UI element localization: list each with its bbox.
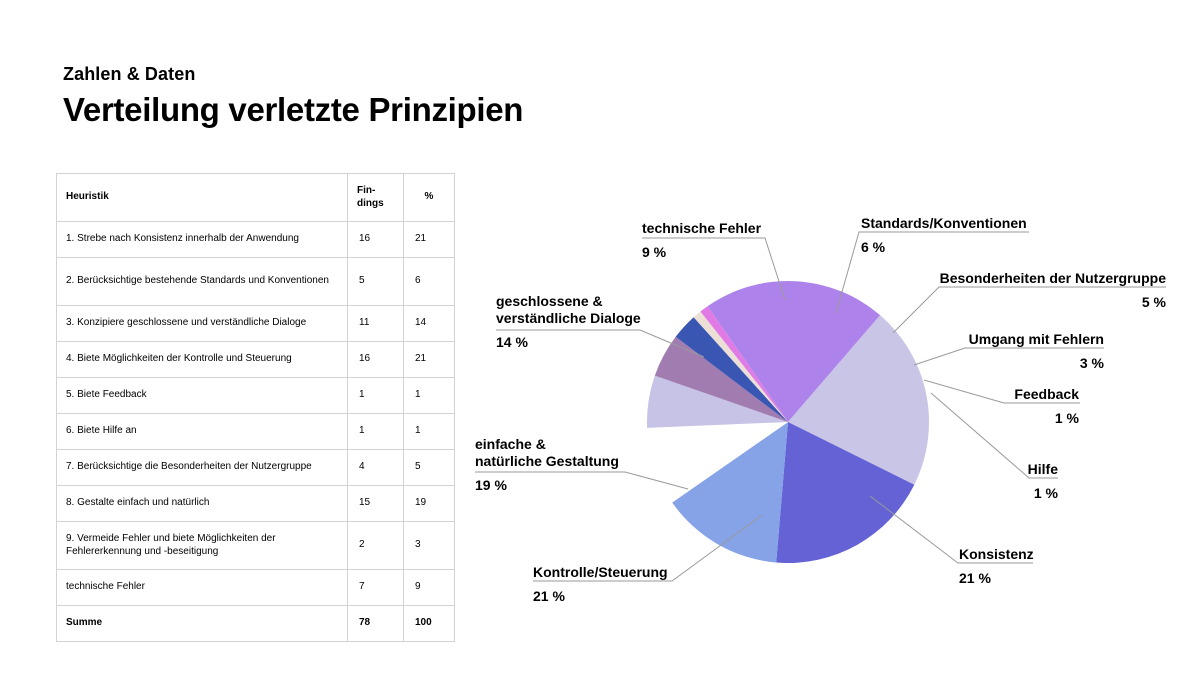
table-row: 5. Biete Feedback 1 1 — [56, 377, 455, 414]
row-heuristic-cell: 8. Gestalte einfach und natürlich — [56, 485, 348, 522]
slice-label-line: Besonderheiten der Nutzergruppe — [940, 270, 1167, 286]
table-row: 3. Konzipiere geschlossene und verständl… — [56, 305, 455, 342]
leader-line-besonderheiten-der-nutzergruppe — [892, 286, 1166, 334]
slice-label-line: Feedback — [1014, 386, 1079, 402]
pie-slices — [646, 281, 930, 564]
slice-value-kontrolle-steuerung: 21 % — [533, 588, 565, 604]
row-findings-cell: 7 — [347, 569, 404, 606]
slice-value-technische-fehler: 9 % — [642, 244, 667, 260]
row-findings-cell: 2 — [347, 521, 404, 570]
table-sum-row: Summe 78 100 — [56, 605, 455, 642]
pie-slice-standards-konventionen — [646, 375, 788, 428]
row-findings-cell: 1 — [347, 377, 404, 414]
slice-label-kontrolle-steuerung: Kontrolle/Steuerung — [533, 564, 668, 580]
slice-value-hilfe: 1 % — [1034, 485, 1059, 501]
pie-slice-technische-fehler — [647, 422, 788, 503]
slice-value-konsistenz: 21 % — [959, 570, 991, 586]
table-row: 2. Berücksichtige bestehende Standards u… — [56, 257, 455, 306]
leader-line-konsistenz — [869, 495, 1033, 564]
leader-line-umgang-mit-fehlern — [913, 347, 1104, 366]
header-percent: % — [403, 173, 455, 222]
slice-label-line: verständliche Dialoge — [496, 310, 641, 326]
slice-label-line: Hilfe — [1028, 461, 1059, 477]
slice-label-standards-konventionen: Standards/Konventionen — [861, 215, 1027, 231]
row-percent-cell: 6 — [403, 257, 455, 306]
leader-line-kontrolle-steuerung — [533, 514, 763, 582]
slice-label-konsistenz: Konsistenz — [959, 546, 1034, 562]
leader-line-hilfe — [930, 392, 1058, 479]
slice-label-hilfe: Hilfe — [1028, 461, 1059, 477]
row-percent-cell: 21 — [403, 221, 455, 258]
pie-slice-geschlossene-verstaendliche-dialoge — [672, 422, 788, 563]
table-row: 9. Vermeide Fehler und biete Möglichkeit… — [56, 521, 455, 570]
slice-value-standards-konventionen: 6 % — [861, 239, 886, 255]
table-row: 8. Gestalte einfach und natürlich 15 19 — [56, 485, 455, 522]
slice-label-line: natürliche Gestaltung — [475, 453, 619, 469]
table-header-row: Heuristik Fin- dings % — [56, 173, 455, 222]
row-percent-cell: 19 — [403, 485, 455, 522]
slice-value-geschlossene-verstaendliche-dialoge: 14 % — [496, 334, 528, 350]
slice-label-feedback: Feedback — [1014, 386, 1079, 402]
page-title: Verteilung verletzte Prinzipien — [63, 91, 524, 128]
row-percent-cell: 5 — [403, 449, 455, 486]
row-percent-cell: 9 — [403, 569, 455, 606]
slice-label-line: einfache & — [475, 436, 546, 452]
slice-label-line: Umgang mit Fehlern — [969, 331, 1104, 347]
slice-label-besonderheiten-der-nutzergruppe: Besonderheiten der Nutzergruppe — [940, 270, 1167, 286]
row-findings-cell: 16 — [347, 341, 404, 378]
row-heuristic-cell: 1. Strebe nach Konsistenz innerhalb der … — [56, 221, 348, 258]
row-heuristic-cell: 4. Biete Möglichkeiten der Kontrolle und… — [56, 341, 348, 378]
leader-line-standards-konventionen — [835, 231, 1029, 314]
slice-value-umgang-mit-fehlern: 3 % — [1080, 355, 1105, 371]
row-percent-cell: 3 — [403, 521, 455, 570]
pie-slice-hilfe — [700, 306, 788, 422]
slice-labels: Konsistenz 21 % Kontrolle/Steuerung 21 % ein… — [475, 215, 1167, 604]
slice-value-feedback: 1 % — [1055, 410, 1080, 426]
leader-line-einfache-natuerliche-gestaltung — [475, 471, 689, 490]
slice-value-einfache-natuerliche-gestaltung: 19 % — [475, 477, 507, 493]
row-heuristic-cell: 2. Berücksichtige bestehende Standards u… — [56, 257, 348, 306]
slice-label-line: Standards/Konventionen — [861, 215, 1027, 231]
pie-slice-feedback — [693, 311, 788, 422]
pie-slice-konsistenz — [707, 281, 881, 422]
row-heuristic-cell: 7. Berücksichtige die Besonderheiten der… — [56, 449, 348, 486]
slice-value-besonderheiten-der-nutzergruppe: 5 % — [1142, 294, 1167, 310]
slice-label-line: Konsistenz — [959, 546, 1034, 562]
pie-slice-kontrolle-steuerung — [788, 315, 930, 485]
sum-label-cell: Summe — [56, 605, 348, 642]
row-heuristic-cell: 5. Biete Feedback — [56, 377, 348, 414]
table-row: 1. Strebe nach Konsistenz innerhalb der … — [56, 221, 455, 258]
pie-slice-einfache-natuerliche-gestaltung — [776, 422, 915, 564]
slice-label-einfache-natuerliche-gestaltung: einfache & natürliche Gestaltung — [475, 436, 619, 469]
table-row: 6. Biete Hilfe an 1 1 — [56, 413, 455, 450]
pie-slice-umgang-mit-fehlern — [675, 317, 788, 422]
row-findings-cell: 1 — [347, 413, 404, 450]
slice-label-line: geschlossene & — [496, 293, 603, 309]
row-heuristic-cell: 6. Biete Hilfe an — [56, 413, 348, 450]
leader-line-technische-fehler — [642, 237, 786, 301]
slice-label-line: technische Fehler — [642, 220, 762, 236]
leader-line-geschlossene-verstaendliche-dialoge — [496, 329, 705, 358]
pie-slice-besonderheiten-der-nutzergruppe — [654, 336, 788, 422]
row-percent-cell: 14 — [403, 305, 455, 342]
sum-percent-cell: 100 — [403, 605, 455, 642]
slice-label-technische-fehler: technische Fehler — [642, 220, 762, 236]
slice-label-umgang-mit-fehlern: Umgang mit Fehlern — [969, 331, 1104, 347]
row-percent-cell: 1 — [403, 377, 455, 414]
table-row: 7. Berücksichtige die Besonderheiten der… — [56, 449, 455, 486]
table-row: 4. Biete Möglichkeiten der Kontrolle und… — [56, 341, 455, 378]
page-supertitle: Zahlen & Daten — [63, 64, 196, 84]
slice-label-geschlossene-verstaendliche-dialoge: geschlossene & verständliche Dialoge — [496, 293, 641, 326]
leader-lines — [475, 231, 1166, 582]
row-findings-cell: 5 — [347, 257, 404, 306]
heuristics-table: Heuristik Fin- dings % 1. Strebe nach Ko… — [56, 173, 455, 642]
leader-line-feedback — [923, 379, 1080, 404]
slice-label-line: Kontrolle/Steuerung — [533, 564, 668, 580]
